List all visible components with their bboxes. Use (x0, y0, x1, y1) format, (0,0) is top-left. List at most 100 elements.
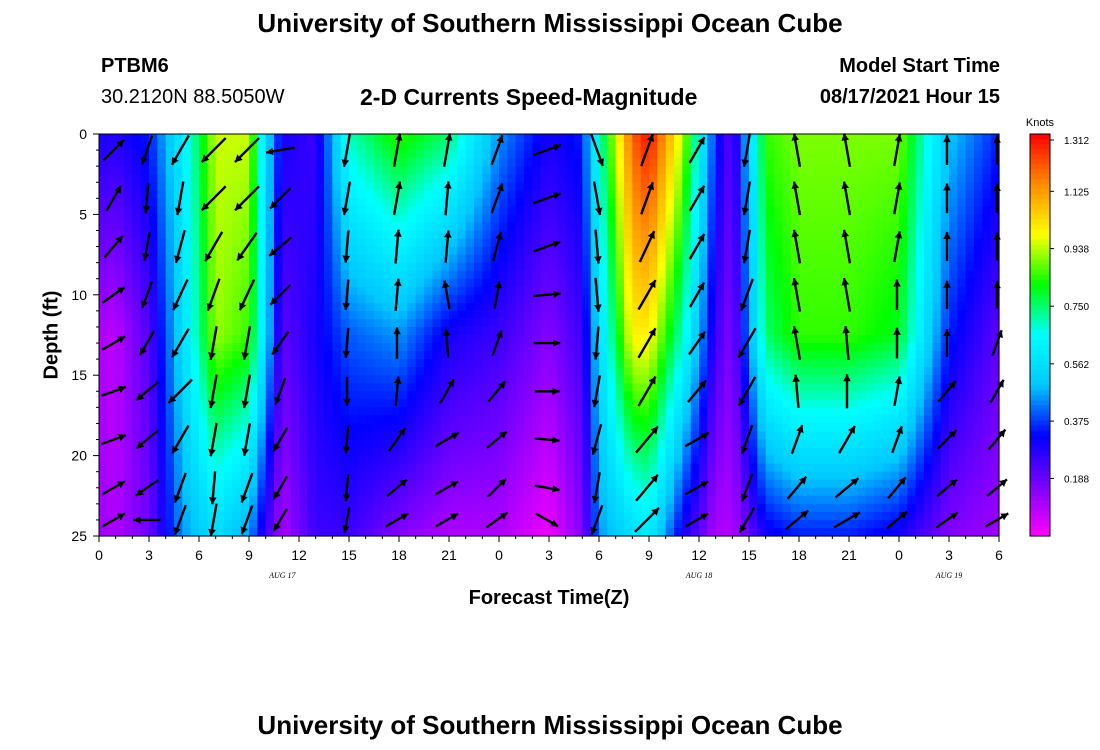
heatmap-cell (732, 479, 742, 489)
heatmap-cell (774, 198, 783, 207)
heatmap-cell (657, 479, 667, 489)
heatmap-cell (749, 447, 758, 457)
heatmap-cell (149, 286, 158, 296)
heatmap-cell (149, 134, 158, 143)
heatmap-cell (357, 351, 367, 360)
heatmap-cell (307, 447, 317, 457)
heatmap-cell (690, 190, 700, 199)
heatmap-cell (649, 166, 658, 175)
heatmap-cell (790, 367, 800, 376)
heatmap-cell (140, 262, 150, 272)
heatmap-cell (474, 214, 483, 224)
heatmap-cell (532, 527, 542, 537)
heatmap-cell (107, 286, 117, 296)
heatmap-cell (365, 310, 375, 320)
heatmap-cell (132, 423, 142, 433)
heatmap-cell (765, 294, 775, 304)
heatmap-cell (682, 519, 692, 529)
heatmap-cell (149, 158, 158, 167)
heatmap-cell (732, 447, 742, 457)
heatmap-cell (232, 206, 242, 215)
heatmap-cell (699, 343, 708, 352)
heatmap-cell (190, 423, 200, 433)
heatmap-cell (665, 439, 675, 449)
heatmap-cell (590, 471, 600, 481)
heatmap-cell (357, 134, 367, 143)
heatmap-cell (390, 487, 400, 497)
heatmap-cell (774, 463, 783, 473)
heatmap-cell (465, 254, 475, 264)
heatmap-cell (132, 351, 142, 360)
heatmap-cell (399, 214, 408, 224)
heatmap-cell (282, 335, 292, 344)
heatmap-cell (324, 206, 333, 215)
heatmap-cell (140, 302, 150, 312)
heatmap-cell (282, 246, 292, 256)
heatmap-cell (699, 262, 708, 272)
heatmap-cell (199, 519, 208, 529)
heatmap-cell (474, 198, 483, 207)
heatmap-cell (457, 166, 467, 175)
heatmap-cell (382, 455, 392, 465)
heatmap-cell (290, 399, 300, 408)
heatmap-cell (707, 455, 717, 465)
heatmap-cell (415, 415, 425, 425)
heatmap-cell (457, 158, 467, 167)
heatmap-cell (924, 383, 933, 392)
heatmap-cell (740, 479, 750, 489)
heatmap-cell (840, 407, 850, 416)
heatmap-cell (515, 367, 525, 376)
heatmap-cell (465, 206, 475, 215)
heatmap-cell (449, 519, 458, 529)
heatmap-cell (157, 254, 167, 264)
heatmap-cell (815, 142, 825, 151)
heatmap-cell (365, 343, 375, 352)
heatmap-cell (249, 503, 258, 513)
heatmap-cell (215, 254, 225, 264)
heatmap-cell (815, 286, 825, 296)
heatmap-cell (407, 254, 417, 264)
heatmap-cell (865, 230, 875, 240)
heatmap-cell (515, 479, 525, 489)
heatmap-cell (657, 367, 667, 376)
heatmap-cell (449, 294, 458, 304)
heatmap-cell (215, 343, 225, 352)
heatmap-cell (540, 343, 550, 352)
heatmap-cell (849, 158, 858, 167)
heatmap-cell (849, 463, 858, 473)
heatmap-cell (232, 254, 242, 264)
heatmap-cell (232, 286, 242, 296)
heatmap-cell (115, 198, 125, 207)
heatmap-cell (490, 286, 500, 296)
heatmap-cell (632, 230, 642, 240)
heatmap-cell (640, 238, 650, 248)
heatmap-cell (249, 198, 258, 207)
heatmap-cell (482, 527, 492, 537)
heatmap-cell (215, 471, 225, 481)
heatmap-cell (357, 174, 367, 183)
heatmap-cell (907, 246, 917, 256)
heatmap-cell (524, 519, 533, 529)
heatmap-cell (682, 495, 692, 505)
heatmap-cell (482, 222, 492, 232)
heatmap-cell (815, 479, 825, 489)
heatmap-cell (307, 206, 317, 215)
heatmap-cell (807, 511, 817, 521)
heatmap-cell (332, 134, 342, 143)
heatmap-cell (440, 487, 450, 497)
heatmap-cell (615, 415, 625, 425)
heatmap-cell (299, 238, 308, 248)
heatmap-cell (890, 142, 900, 151)
heatmap-cell (924, 174, 933, 183)
heatmap-cell (774, 254, 783, 264)
heatmap-cell (424, 310, 433, 320)
heatmap-cell (215, 198, 225, 207)
heatmap-cell (882, 455, 892, 465)
heatmap-cell (890, 407, 900, 416)
heatmap-cell (615, 455, 625, 465)
heatmap-cell (524, 423, 533, 433)
heatmap-cell (557, 527, 567, 537)
heatmap-cell (482, 407, 492, 416)
heatmap-cell (224, 134, 233, 143)
heatmap-cell (282, 431, 292, 441)
